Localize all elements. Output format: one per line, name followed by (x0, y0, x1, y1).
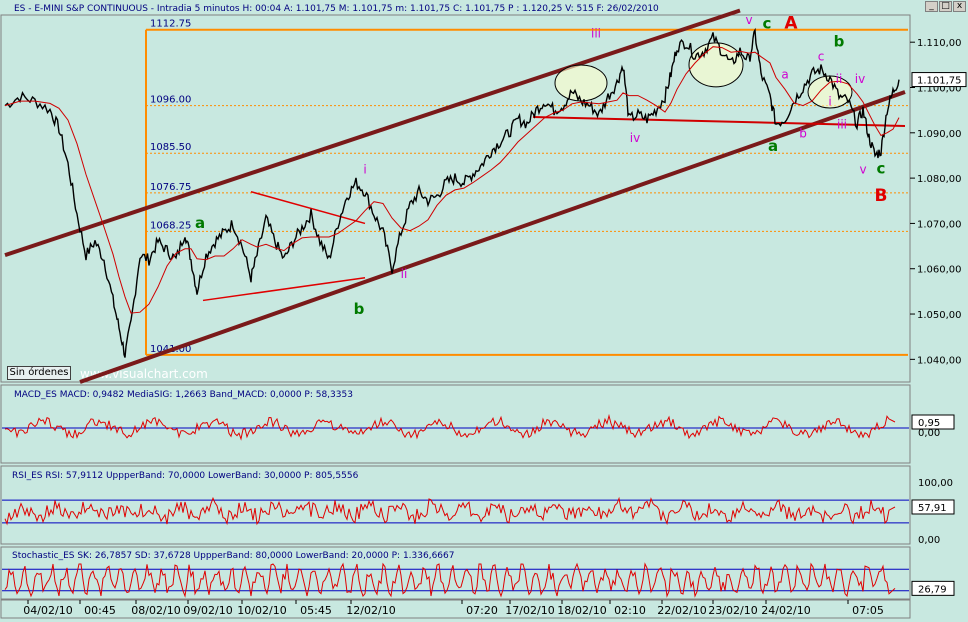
macd-title: MACD_ES MACD: 0,9482 MediaSIG: 1,2663 Ba… (14, 390, 353, 400)
macd-panel (0, 384, 911, 464)
x-tick-label: 24/02/10 (761, 604, 810, 617)
channel-lower-line (79, 90, 906, 384)
fibonacci-levels: 1112.751096.001085.501076.751068.251041.… (145, 19, 908, 356)
wave-label: a (195, 214, 205, 232)
wave-label: iv (855, 72, 865, 86)
wave-label: c (877, 160, 886, 178)
macd-series: 0,950,00 (2, 413, 955, 441)
wave-label: v (745, 13, 752, 27)
wave-label: c (763, 15, 772, 33)
wave-label: ii (836, 72, 843, 86)
x-tick-label: 00:45 (84, 604, 116, 617)
wave-label: iii (837, 117, 847, 131)
wave-label: iv (630, 131, 640, 145)
macd-line (4, 413, 896, 441)
y-tick-label: 1.090,00 (917, 129, 962, 140)
triangle-upper-line (250, 190, 366, 225)
x-tick-label: 12/02/10 (346, 604, 395, 617)
stochastic-title: Stochastic_ES SK: 26,7857 SD: 37,6728 Up… (12, 551, 454, 561)
wave-label: b (799, 126, 807, 140)
wave-label: v (859, 163, 866, 177)
price-panel (0, 14, 911, 383)
macd-value-box (911, 414, 955, 430)
minimize-button[interactable]: _ (925, 1, 938, 12)
price-series (4, 27, 900, 358)
wave-label: i (363, 163, 366, 177)
rsi-title: RSI_ES RSI: 57,9112 UppperBand: 70,0000 … (12, 471, 359, 481)
channel-upper-line (4, 8, 741, 258)
wave-label: a (781, 67, 788, 81)
support-line (532, 115, 906, 128)
fib-level-label: 1076.75 (150, 182, 191, 193)
wave-label: A (784, 14, 798, 34)
y-tick-label: 1.070,00 (917, 219, 962, 230)
fib-level-label: 1068.25 (150, 220, 191, 231)
x-tick-label: 09/02/10 (183, 604, 232, 617)
wave-label: iii (591, 27, 601, 41)
x-tick-label: 23/02/10 (708, 604, 757, 617)
rsi-panel (0, 465, 911, 545)
wave-label: b (354, 300, 365, 318)
stoch-sk-line (4, 562, 896, 598)
wave-label: b (834, 33, 845, 51)
fib-level-label: 1096.00 (150, 95, 191, 106)
moving-average-line (4, 46, 900, 314)
maximize-button[interactable]: □ (939, 1, 952, 12)
stoch-value-box (911, 580, 955, 596)
orders-status-box[interactable]: Sin órdenes (7, 366, 71, 380)
wave-label: c (818, 49, 825, 63)
rsi-line (4, 496, 896, 526)
rsi-y-tick-top: 100,00 (918, 478, 953, 489)
fib-level-label: 1112.75 (150, 19, 191, 30)
x-tick-label: 02:10 (614, 604, 646, 617)
title-bar (0, 0, 968, 15)
y-tick-label: 1.040,00 (917, 355, 962, 366)
y-tick-label: 1.050,00 (917, 310, 962, 321)
trend-channel (4, 8, 906, 384)
triangle-lower-line (202, 277, 366, 302)
last-price-label: 1.101,75 (917, 76, 962, 87)
x-tick-label: 22/02/10 (657, 604, 706, 617)
x-tick-label: 08/02/10 (131, 604, 180, 617)
price-y-axis: 1.040,00 1.050,00 1.060,00 1.070,00 1.080,00… (910, 38, 967, 366)
x-axis-labels: 04/02/10 00:45 08/02/10 09/02/10 10/02/10 05:… (23, 600, 884, 617)
x-tick-label: 05:45 (300, 604, 332, 617)
x-tick-label: 18/02/10 (557, 604, 606, 617)
x-tick-label: 07:05 (852, 604, 884, 617)
x-axis-panel (0, 599, 911, 619)
wave-label: ii (401, 267, 408, 281)
wave-label: a (768, 137, 778, 155)
fib-level-label: 1085.50 (150, 142, 191, 153)
window-title: ES - E-MINI S&P CONTINUOUS - Intradia 5 … (14, 4, 659, 14)
x-tick-label: 10/02/10 (237, 604, 286, 617)
macd-value-label: 0,95 (918, 418, 940, 429)
rsi-y-tick-bottom: 0,00 (918, 535, 940, 546)
y-tick-label: 1.100,00 (917, 83, 962, 94)
last-price-box (911, 72, 967, 88)
x-tick-label: 17/02/10 (505, 604, 554, 617)
y-tick-label: 1.110,00 (917, 38, 962, 49)
y-tick-label: 1.060,00 (917, 265, 962, 276)
pattern-ellipse (688, 42, 744, 88)
rsi-value-box (911, 499, 955, 515)
price-line (4, 27, 900, 358)
stoch-value-label: 26,79 (918, 584, 947, 595)
triangle-pattern (202, 190, 366, 302)
pattern-ellipse (554, 64, 608, 102)
rsi-value-label: 57,91 (918, 503, 947, 514)
y-tick-label: 1.080,00 (917, 174, 962, 185)
close-button[interactable]: x (953, 1, 966, 12)
macd-y-tick-label: 0,00 (918, 428, 940, 439)
wave-label: B (875, 186, 888, 206)
rsi-series: 57,91 100,00 0,00 (2, 478, 955, 546)
wave-label: i (828, 95, 831, 109)
stochastic-series: 26,79 (2, 562, 955, 598)
x-tick-label: 07:20 (466, 604, 498, 617)
x-tick-label: 04/02/10 (23, 604, 72, 617)
